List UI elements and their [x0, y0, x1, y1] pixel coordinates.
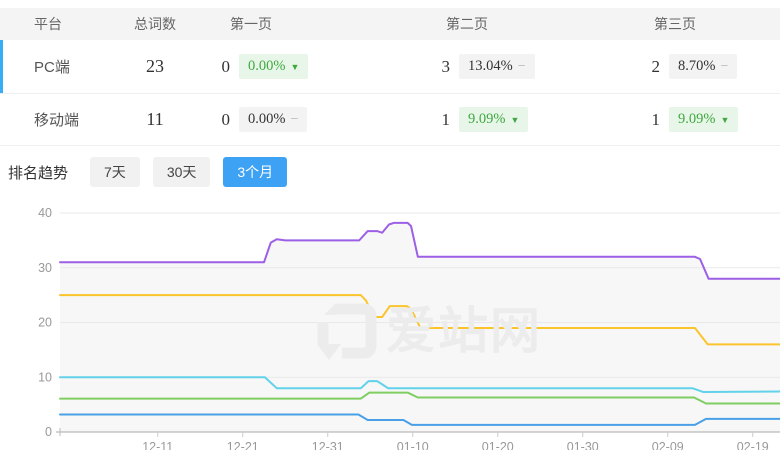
pct-value: 0.00% — [248, 58, 286, 74]
tab-3-months[interactable]: 3个月 — [223, 157, 288, 187]
trend-minus-icon: − — [720, 58, 729, 74]
rank-summary-table: 平台 总词数 第一页 第二页 第三页 PC端 23 0 0.00% ▼ 3 13… — [0, 8, 780, 146]
trend-arrow-icon: ▼ — [720, 114, 730, 125]
svg-text:02-09: 02-09 — [652, 440, 684, 450]
pct-value: 9.09% — [678, 111, 716, 127]
page3-cell: 1 9.09% ▼ — [630, 107, 780, 132]
col-header-platform: 平台 — [34, 16, 62, 32]
total-words-value: 11 — [146, 109, 164, 129]
svg-text:10: 10 — [38, 370, 52, 384]
platform-label: 移动端 — [34, 112, 80, 129]
svg-text:01-10: 01-10 — [397, 440, 429, 450]
col-header-page2: 第二页 — [446, 16, 488, 32]
page1-count: 0 — [221, 109, 231, 129]
pct-value: 13.04% — [468, 58, 513, 74]
svg-text:40: 40 — [38, 206, 52, 220]
trend-minus-icon: − — [517, 58, 526, 74]
selected-row-accent-bar — [0, 40, 3, 93]
tab-7-days[interactable]: 7天 — [90, 157, 140, 187]
svg-text:0: 0 — [45, 425, 52, 439]
page3-trend-badge: 8.70% − — [669, 54, 738, 79]
trend-chart-svg: 0 10 20 30 40 12-11 12-21 12-31 01-10 01-20 01-30 0… — [38, 206, 780, 450]
svg-text:02-19: 02-19 — [737, 440, 769, 450]
trend-arrow-icon: ▼ — [290, 61, 300, 72]
svg-text:20: 20 — [38, 316, 52, 330]
trend-tabs-bar: 排名趋势 7天 30天 3个月 — [0, 156, 780, 188]
keyword-rank-panel: 平台 总词数 第一页 第二页 第三页 PC端 23 0 0.00% ▼ 3 13… — [0, 8, 780, 450]
table-row-pc[interactable]: PC端 23 0 0.00% ▼ 3 13.04% − 2 8.70% — [0, 40, 780, 94]
trend-minus-icon: − — [290, 111, 299, 127]
platform-label: PC端 — [34, 59, 70, 76]
page3-count: 2 — [651, 56, 661, 76]
page1-trend-badge: 0.00% ▼ — [239, 54, 309, 79]
page2-count: 3 — [441, 56, 451, 76]
col-header-total-words: 总词数 — [134, 16, 176, 32]
total-words-value: 23 — [146, 56, 164, 76]
page1-count: 0 — [221, 56, 231, 76]
col-header-page3: 第三页 — [654, 16, 696, 32]
page3-count: 1 — [651, 109, 661, 129]
page2-trend-badge: 9.09% ▼ — [459, 107, 529, 132]
page2-count: 1 — [441, 109, 451, 129]
page1-cell: 0 0.00% ▼ — [200, 54, 420, 79]
page2-cell: 1 9.09% ▼ — [420, 107, 630, 132]
rank-trend-chart: 0 10 20 30 40 12-11 12-21 12-31 01-10 01-20 01-30 0… — [0, 200, 780, 450]
page1-trend-badge: 0.00% − — [239, 107, 308, 132]
trend-section-title: 排名趋势 — [8, 164, 69, 182]
tab-30-days[interactable]: 30天 — [152, 157, 211, 187]
svg-text:12-31: 12-31 — [312, 440, 344, 450]
svg-text:01-20: 01-20 — [482, 440, 514, 450]
pct-value: 8.70% — [678, 58, 716, 74]
col-header-page1: 第一页 — [230, 16, 272, 32]
table-row-mobile[interactable]: 移动端 11 0 0.00% − 1 9.09% ▼ 1 9.09% — [0, 94, 780, 146]
pct-value: 0.00% — [248, 111, 286, 127]
page1-cell: 0 0.00% − — [200, 107, 420, 132]
table-header-row: 平台 总词数 第一页 第二页 第三页 — [0, 8, 780, 40]
svg-text:12-21: 12-21 — [227, 440, 259, 450]
page3-trend-badge: 9.09% ▼ — [669, 107, 739, 132]
pct-value: 9.09% — [468, 111, 506, 127]
page3-cell: 2 8.70% − — [630, 54, 780, 79]
svg-text:30: 30 — [38, 261, 52, 275]
svg-text:12-11: 12-11 — [142, 440, 173, 450]
svg-text:01-30: 01-30 — [567, 440, 599, 450]
page2-trend-badge: 13.04% − — [459, 54, 535, 79]
trend-arrow-icon: ▼ — [510, 114, 520, 125]
page2-cell: 3 13.04% − — [420, 54, 630, 79]
